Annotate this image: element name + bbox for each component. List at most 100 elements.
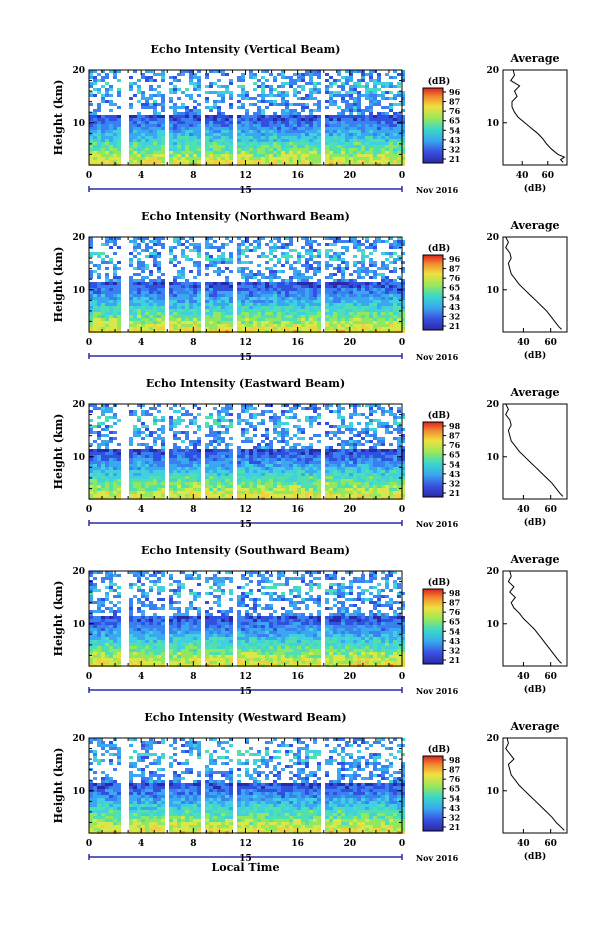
heatmap-cell [341, 285, 345, 288]
heatmap-cell [357, 127, 361, 130]
heatmap-cell [205, 449, 209, 452]
heatmap-cell [169, 115, 173, 118]
heatmap-cell [173, 473, 177, 476]
heatmap-cell [145, 148, 149, 151]
heatmap-cell [305, 294, 309, 297]
heatmap-cell [173, 103, 177, 106]
heatmap-cell [253, 461, 257, 464]
heatmap-cell [237, 461, 241, 464]
heatmap-cell [237, 476, 241, 479]
heatmap-cell [177, 461, 181, 464]
heatmap-cell [221, 452, 225, 455]
heatmap-cell [277, 476, 281, 479]
heatmap-cell [161, 428, 165, 431]
heatmap-cell [181, 458, 185, 461]
heatmap-cell [173, 264, 177, 267]
heatmap-cell [385, 285, 389, 288]
heatmap-cell [305, 318, 309, 321]
heatmap-cell [341, 321, 345, 324]
heatmap-cell [265, 297, 269, 300]
heatmap-cell [221, 470, 225, 473]
heatmap-cell [293, 88, 297, 91]
heatmap-cell [141, 97, 145, 100]
heatmap-cell [333, 306, 337, 309]
heatmap-cell [273, 476, 277, 479]
heatmap-cell [149, 136, 153, 139]
heatmap-cell [141, 315, 145, 318]
heatmap-cell [113, 461, 117, 464]
heatmap-cell [389, 124, 393, 127]
x-tick-label: 16 [291, 338, 304, 348]
heatmap-cell [205, 488, 209, 491]
heatmap-cell [353, 327, 357, 330]
heatmap-cell [245, 491, 249, 494]
heatmap-cell [93, 285, 97, 288]
heatmap-cell [257, 109, 261, 112]
heatmap-cell [341, 151, 345, 154]
heatmap-cell [217, 303, 221, 306]
heatmap-cell [229, 288, 233, 291]
heatmap-cell [301, 264, 305, 267]
heatmap-cell [205, 282, 209, 285]
heatmap-cell [313, 121, 317, 124]
heatmap-cell [353, 264, 357, 267]
heatmap-cell [193, 422, 197, 425]
heatmap-cell [241, 118, 245, 121]
heatmap-cell [289, 133, 293, 136]
heatmap-cell [149, 491, 153, 494]
heatmap-cell [261, 315, 265, 318]
heatmap-cell [217, 416, 221, 419]
heatmap-cell [209, 297, 213, 300]
heatmap-cell [113, 282, 117, 285]
heatmap-cell [285, 476, 289, 479]
heatmap-cell [137, 443, 141, 446]
heatmap-cell [285, 321, 289, 324]
heatmap-cell [177, 437, 181, 440]
heatmap-cell [101, 470, 105, 473]
heatmap-cell [197, 306, 201, 309]
heatmap-cell [381, 106, 385, 109]
heatmap-cell [317, 264, 321, 267]
heatmap-cell [205, 133, 209, 136]
heatmap-cell [197, 76, 201, 79]
heatmap-cell [229, 455, 233, 458]
heatmap-cell [265, 100, 269, 103]
heatmap-cell [145, 318, 149, 321]
heatmap-cell [217, 488, 221, 491]
heatmap-cell [209, 258, 213, 261]
heatmap-cell [217, 246, 221, 249]
heatmap-cell [257, 151, 261, 154]
heatmap-cell [161, 157, 165, 160]
heatmap-cell [129, 488, 133, 491]
heatmap-cell [313, 321, 317, 324]
heatmap-cell [101, 252, 105, 255]
heatmap-cell [241, 291, 245, 294]
heatmap-cell [161, 297, 165, 300]
heatmap-cell [393, 327, 397, 330]
heatmap-cell [269, 476, 273, 479]
heatmap-cell [109, 139, 113, 142]
heatmap-cell [209, 264, 213, 267]
heatmap-cell [389, 246, 393, 249]
heatmap-cell [209, 434, 213, 437]
heatmap-cell [289, 148, 293, 151]
heatmap-cell [333, 100, 337, 103]
heatmap-cell [153, 443, 157, 446]
heatmap-cell [149, 160, 153, 163]
heatmap-cell [313, 312, 317, 315]
heatmap-cell [221, 312, 225, 315]
heatmap-cell [193, 285, 197, 288]
heatmap-cell [145, 291, 149, 294]
heatmap-cell [381, 321, 385, 324]
x-tick-label: 20 [344, 171, 357, 181]
heatmap-cell [257, 282, 261, 285]
heatmap-cell [273, 473, 277, 476]
heatmap-cell [241, 309, 245, 312]
heatmap-cell [205, 124, 209, 127]
heatmap-cell [133, 482, 137, 485]
heatmap-cell [381, 288, 385, 291]
heatmap-cell [389, 82, 393, 85]
heatmap-cell [285, 91, 289, 94]
heatmap-cell [205, 76, 209, 79]
heatmap-cell [265, 452, 269, 455]
